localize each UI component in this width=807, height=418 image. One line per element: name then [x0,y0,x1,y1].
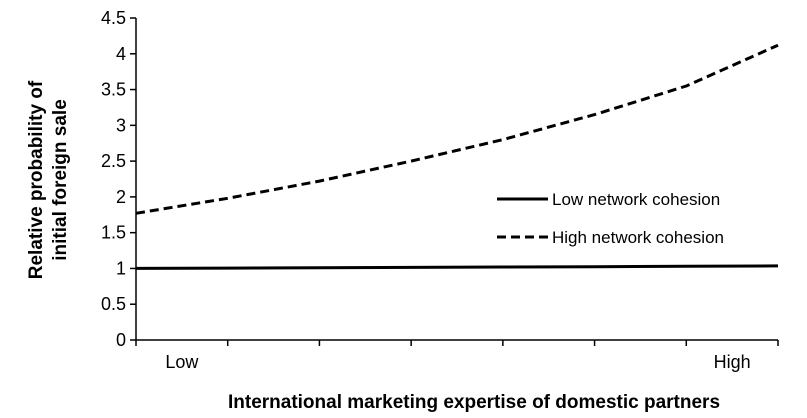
y-tick-label-5: 2.5 [101,151,126,171]
y-tick-label-6: 3 [116,115,126,135]
y-tick-label-4: 2 [116,187,126,207]
y-axis-title: Relative probability of initial foreign … [26,80,71,279]
legend: Low network cohesion High network cohesi… [497,190,724,247]
y-tick-label-3: 1.5 [101,223,126,243]
y-tick-label-2: 1 [116,258,126,278]
y-tick-label-1: 0.5 [101,294,126,314]
x-tick-label-high: High [714,352,751,372]
y-tick-label-9: 4.5 [101,8,126,28]
y-axis-title-line-1: Relative probability of [26,80,47,279]
x-axis-ticks-group: Low High [135,340,779,372]
legend-label-high-network-cohesion: High network cohesion [552,228,724,247]
series-group [135,43,779,270]
x-axis-title: International marketing expertise of dom… [228,392,720,413]
series-line-high-network-cohesion [135,43,779,215]
y-axis-ticks-group: 0 0.5 1 1.5 2 2.5 3 3.5 4 4.5 [101,8,136,350]
y-tick-label-7: 3.5 [101,80,126,100]
y-tick-label-0: 0 [116,330,126,350]
y-axis-title-line-2: initial foreign sale [50,99,71,261]
legend-label-low-network-cohesion: Low network cohesion [552,190,720,209]
y-tick-label-8: 4 [116,44,126,64]
series-line-low-network-cohesion [135,264,779,270]
x-tick-label-low: Low [165,352,199,372]
